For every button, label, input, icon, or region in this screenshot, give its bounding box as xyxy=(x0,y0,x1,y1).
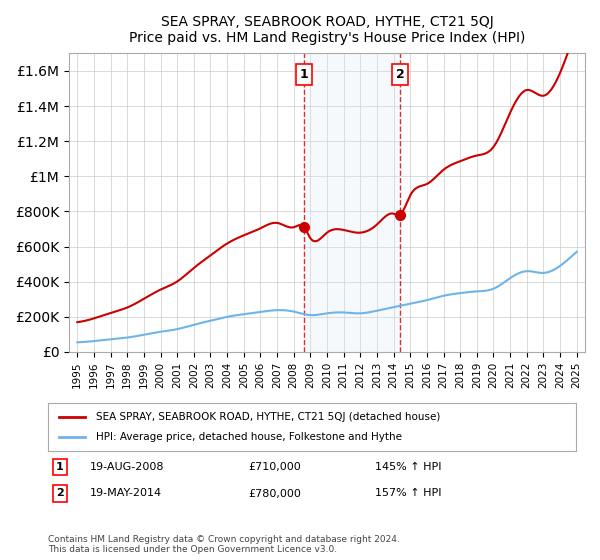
Text: 19-AUG-2008: 19-AUG-2008 xyxy=(90,462,165,472)
Text: SEA SPRAY, SEABROOK ROAD, HYTHE, CT21 5QJ (detached house): SEA SPRAY, SEABROOK ROAD, HYTHE, CT21 5Q… xyxy=(95,412,440,422)
Text: 2: 2 xyxy=(395,68,404,81)
Text: Contains HM Land Registry data © Crown copyright and database right 2024.
This d: Contains HM Land Registry data © Crown c… xyxy=(48,535,400,554)
Title: SEA SPRAY, SEABROOK ROAD, HYTHE, CT21 5QJ
Price paid vs. HM Land Registry's Hous: SEA SPRAY, SEABROOK ROAD, HYTHE, CT21 5Q… xyxy=(129,15,525,45)
Text: £710,000: £710,000 xyxy=(248,462,301,472)
Bar xyxy=(304,53,400,352)
Text: 2: 2 xyxy=(56,488,64,498)
Text: 157% ↑ HPI: 157% ↑ HPI xyxy=(376,488,442,498)
Text: 1: 1 xyxy=(300,68,308,81)
Text: £780,000: £780,000 xyxy=(248,488,302,498)
Text: 1: 1 xyxy=(56,462,64,472)
Text: 19-MAY-2014: 19-MAY-2014 xyxy=(90,488,163,498)
Text: 145% ↑ HPI: 145% ↑ HPI xyxy=(376,462,442,472)
Text: HPI: Average price, detached house, Folkestone and Hythe: HPI: Average price, detached house, Folk… xyxy=(95,432,401,442)
